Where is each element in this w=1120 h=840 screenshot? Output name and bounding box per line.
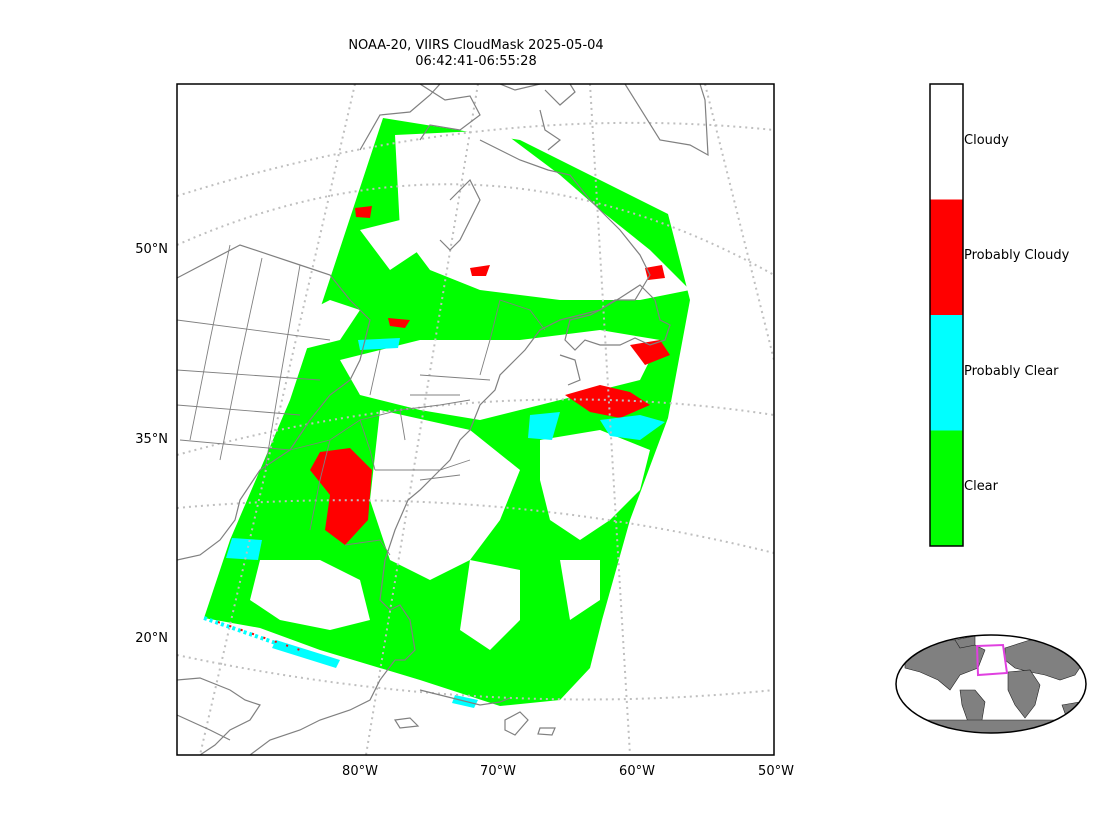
colorbar [929, 83, 964, 547]
colorbar-label-probably-clear: Probably Clear [964, 364, 1059, 379]
lat-label-20n: 20°N [135, 631, 168, 646]
lat-label-35n: 35°N [135, 432, 168, 447]
colorbar-frame [929, 83, 964, 547]
coastlines [177, 84, 709, 755]
title-line-2: 06:42:41-06:55:28 [415, 54, 537, 69]
graticule [177, 84, 774, 755]
colorbar-probably-cloudy [930, 199, 963, 315]
lat-label-50n: 50°N [135, 242, 168, 257]
swath-cloudy-regions [250, 130, 690, 650]
colorbar-probably-clear [930, 315, 963, 431]
map-panel [177, 84, 774, 755]
map-frame [176, 83, 775, 756]
inset-locator-map [895, 634, 1087, 734]
inset-swath-box [975, 643, 1009, 677]
swath-edge [203, 616, 331, 664]
lon-label-60w: 60°W [619, 764, 655, 779]
state-borders [177, 244, 546, 556]
lon-label-70w: 70°W [480, 764, 516, 779]
colorbar-label-probably-cloudy: Probably Cloudy [964, 248, 1070, 263]
lon-label-80w: 80°W [342, 764, 378, 779]
colorbar-label-cloudy: Cloudy [964, 133, 1009, 148]
lon-label-50w: 50°W [758, 764, 794, 779]
title-line-1: NOAA-20, VIIRS CloudMask 2025-05-04 [348, 38, 604, 53]
colorbar-clear [930, 430, 963, 546]
swath-probably-cloudy-regions [310, 206, 670, 545]
colorbar-label-clear: Clear [964, 479, 998, 494]
colorbar-cloudy [930, 84, 963, 200]
map-title: NOAA-20, VIIRS CloudMask 2025-05-04 06:4… [176, 38, 776, 70]
